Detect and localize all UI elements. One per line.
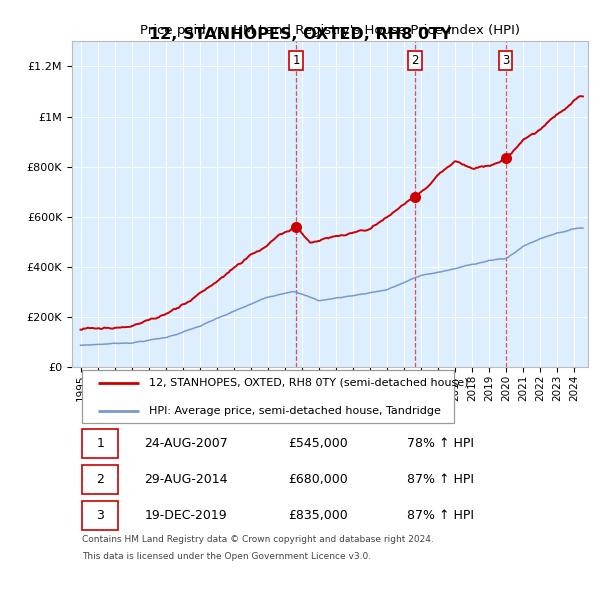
Text: £545,000: £545,000	[289, 437, 349, 450]
Text: 3: 3	[97, 509, 104, 522]
FancyBboxPatch shape	[82, 430, 118, 458]
Text: 87% ↑ HPI: 87% ↑ HPI	[407, 473, 475, 486]
Text: £680,000: £680,000	[289, 473, 349, 486]
Text: HPI: Average price, semi-detached house, Tandridge: HPI: Average price, semi-detached house,…	[149, 405, 441, 415]
Text: 19-DEC-2019: 19-DEC-2019	[144, 509, 227, 522]
Text: 1: 1	[97, 437, 104, 450]
FancyBboxPatch shape	[82, 502, 118, 530]
FancyBboxPatch shape	[82, 466, 118, 494]
Text: Contains HM Land Registry data © Crown copyright and database right 2024.: Contains HM Land Registry data © Crown c…	[82, 536, 434, 545]
Text: 12, STANHOPES, OXTED, RH8 0TY (semi-detached house): 12, STANHOPES, OXTED, RH8 0TY (semi-deta…	[149, 378, 469, 388]
Text: 87% ↑ HPI: 87% ↑ HPI	[407, 509, 475, 522]
Text: £835,000: £835,000	[289, 509, 349, 522]
Text: 3: 3	[502, 54, 509, 67]
Text: 1: 1	[292, 54, 299, 67]
FancyBboxPatch shape	[82, 370, 454, 424]
Text: 24-AUG-2007: 24-AUG-2007	[144, 437, 228, 450]
Text: 78% ↑ HPI: 78% ↑ HPI	[407, 437, 475, 450]
Text: This data is licensed under the Open Government Licence v3.0.: This data is licensed under the Open Gov…	[82, 552, 371, 560]
Text: 12, STANHOPES, OXTED, RH8 0TY: 12, STANHOPES, OXTED, RH8 0TY	[149, 27, 451, 41]
Text: 2: 2	[97, 473, 104, 486]
Text: 29-AUG-2014: 29-AUG-2014	[144, 473, 228, 486]
Title: Price paid vs. HM Land Registry's House Price Index (HPI): Price paid vs. HM Land Registry's House …	[140, 24, 520, 37]
Text: 2: 2	[412, 54, 419, 67]
